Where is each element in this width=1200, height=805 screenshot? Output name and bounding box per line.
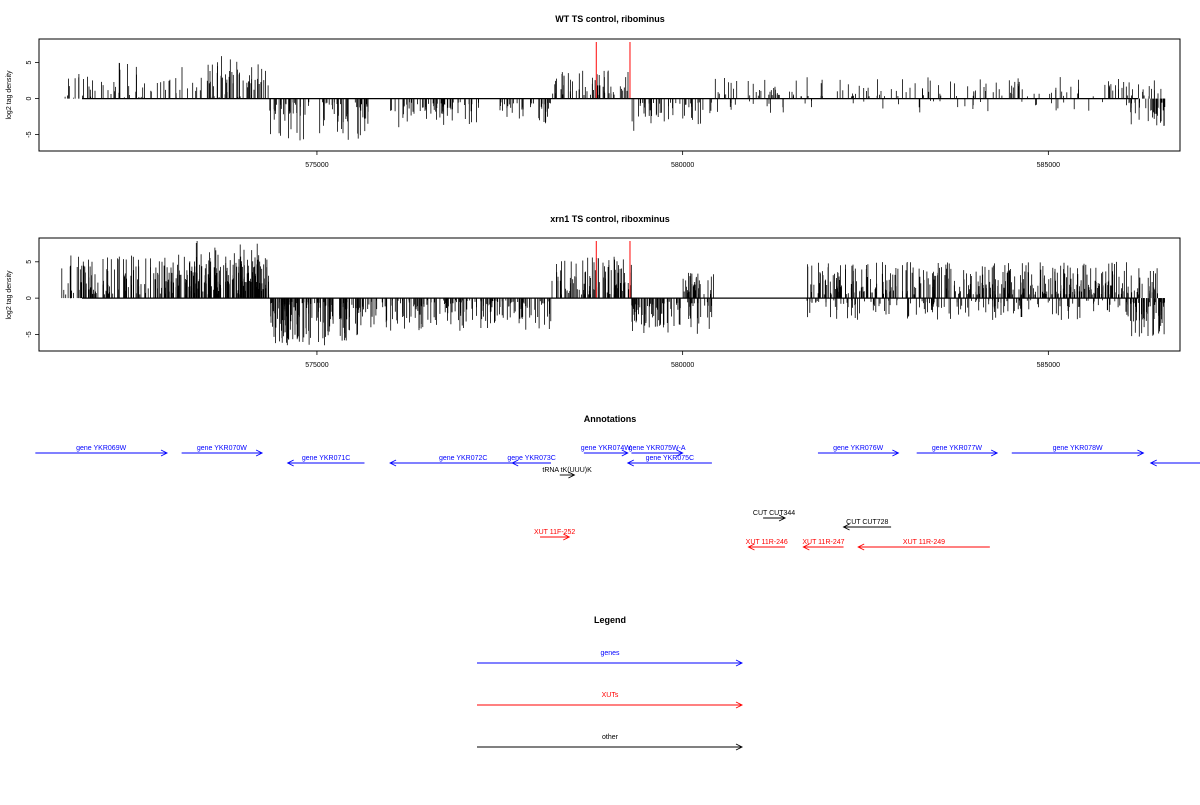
wt-track-ylabel: log2 tag density xyxy=(6,70,13,120)
legend-title: Legend xyxy=(594,615,626,625)
annotation-arrow xyxy=(626,459,712,467)
y-tick-label: -5 xyxy=(26,331,33,337)
annotation-label: gene YKR069W xyxy=(76,445,126,452)
annotation-arrow xyxy=(559,471,576,479)
annotation-arrow xyxy=(540,533,571,541)
annotation-arrow xyxy=(181,449,264,457)
annotation-label: CUT CUT728 xyxy=(846,519,888,526)
legend-arrow xyxy=(477,659,744,667)
y-tick-label: 0 xyxy=(26,296,33,300)
annotation-arrow xyxy=(842,523,892,531)
annotation-label: gene YKR075W-A xyxy=(629,445,686,452)
y-tick-label: 5 xyxy=(26,260,33,264)
annotation-label: XUT 11F-252 xyxy=(534,529,575,536)
annotation-arrow xyxy=(511,459,551,467)
annotation-arrow xyxy=(35,449,169,457)
legend-label: other xyxy=(602,734,619,741)
annotation-arrow xyxy=(802,543,844,551)
annotation-label: tRNA tK(UUU)K xyxy=(542,467,592,474)
annotation-label: gene YKR077W xyxy=(932,445,982,452)
xrn1-track-highlights xyxy=(595,241,631,299)
wt-track-bars xyxy=(64,56,1166,141)
annotation-label: CUT CUT344 xyxy=(753,510,795,517)
annotations-panel: Annotations gene YKR069W gene YKR070Wgene… xyxy=(35,414,1200,551)
annotation-arrow xyxy=(631,449,684,457)
annotation-label: gene YKR078W xyxy=(1053,445,1103,452)
xrn1-track-title: xrn1 TS control, riboxminus xyxy=(550,214,670,224)
annotation-arrow xyxy=(1011,449,1145,457)
annotation-label: gene YKR074W xyxy=(581,445,631,452)
annotation-label: XUT 11R-246 xyxy=(746,539,788,546)
y-tick-label: 5 xyxy=(26,61,33,65)
x-tick-label: 575000 xyxy=(305,162,328,169)
annotation-arrow xyxy=(857,543,990,551)
xrn1-track-y-axis: -5 0 5 xyxy=(26,260,39,338)
annotation-arrow xyxy=(763,514,787,522)
annotation-label: XUT 11R-249 xyxy=(903,539,945,546)
x-tick-label: 580000 xyxy=(671,362,694,369)
annotation-label: XUT 11R-247 xyxy=(802,539,844,546)
legend-items: genes XUTs other xyxy=(477,650,744,751)
xrn1-track-frame xyxy=(38,237,1181,352)
annotation-arrow xyxy=(286,459,365,467)
xrn1-track-ylabel: log2 tag density xyxy=(6,270,13,320)
x-tick-label: 575000 xyxy=(305,362,328,369)
y-tick-label: 0 xyxy=(26,97,33,101)
wt-track-y-axis: -5 0 5 xyxy=(26,61,39,138)
annotation-label: gene YKR071C xyxy=(302,455,351,462)
xrn1-track-panel: xrn1 TS control, riboxminus log2 tag den… xyxy=(6,214,1181,369)
legend-arrow xyxy=(477,701,744,709)
annotation-arrow xyxy=(817,449,900,457)
wt-track-title: WT TS control, ribominus xyxy=(555,14,665,24)
wt-track-x-axis: 575000 580000 585000 xyxy=(305,151,1060,169)
annotation-arrow xyxy=(1149,459,1200,467)
wt-track-highlights xyxy=(595,42,631,99)
annotation-arrow xyxy=(916,449,999,457)
wt-track-frame xyxy=(38,38,1181,152)
xrn1-track-x-axis: 575000 580000 585000 xyxy=(305,351,1060,369)
x-tick-label: 585000 xyxy=(1037,362,1060,369)
annotation-label: gene YKR075C xyxy=(646,455,695,462)
annotations-title: Annotations xyxy=(584,414,637,424)
annotation-label: gene YKR070W xyxy=(197,445,247,452)
legend-label: XUTs xyxy=(602,692,619,699)
annotation-label: gene YKR076W xyxy=(833,445,883,452)
annotation-label: gene YKR073C xyxy=(507,455,556,462)
annotation-arrow xyxy=(583,449,629,457)
xrn1-track-bars xyxy=(61,241,1165,346)
x-tick-label: 580000 xyxy=(671,162,694,169)
legend-label: genes xyxy=(600,650,620,657)
wt-track-panel: WT TS control, ribominus log2 tag densit… xyxy=(6,14,1181,169)
legend-panel: Legend genes XUTs other xyxy=(477,615,744,751)
annotation-label: gene YKR072C xyxy=(439,455,488,462)
y-tick-label: -5 xyxy=(26,131,33,137)
annotation-arrow xyxy=(747,543,786,551)
legend-arrow xyxy=(477,743,744,751)
x-tick-label: 585000 xyxy=(1037,162,1060,169)
annotation-features: gene YKR069W gene YKR070W gene YKR071C gene… xyxy=(35,445,1200,551)
